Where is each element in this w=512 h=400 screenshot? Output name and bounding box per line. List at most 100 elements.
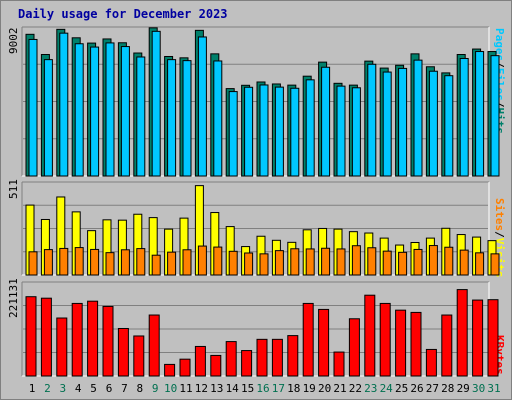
sites-bar	[336, 248, 346, 276]
kbytes-bar	[71, 302, 83, 377]
files-bar	[290, 87, 300, 177]
kbytes-bar	[56, 317, 68, 377]
files-bar	[274, 86, 284, 177]
sites-bar	[90, 248, 100, 276]
kbytes-bar	[410, 311, 422, 377]
files-bar	[475, 51, 485, 177]
day-label: 20	[318, 382, 331, 395]
kbytes-bar	[117, 327, 129, 377]
files-bar	[459, 57, 469, 177]
kbytes-bar	[40, 297, 52, 377]
day-label: 21	[333, 382, 346, 395]
day-label: 28	[441, 382, 454, 395]
files-bar	[444, 75, 454, 177]
day-label: 3	[59, 382, 66, 395]
day-label: 23	[364, 382, 377, 395]
sites-bar	[74, 247, 84, 276]
kbytes-bar	[241, 350, 253, 377]
files-bar	[398, 67, 408, 177]
files-bar	[490, 55, 500, 177]
files-bar	[382, 71, 392, 177]
kbytes-bar	[25, 296, 37, 377]
sites-bar	[213, 246, 223, 276]
sites-bar	[444, 246, 454, 276]
kbytes-bar	[302, 302, 314, 377]
kbytes-bar	[179, 358, 191, 377]
day-label: 22	[349, 382, 362, 395]
files-bar	[244, 86, 254, 177]
sites-bar	[59, 247, 69, 276]
day-label: 29	[457, 382, 470, 395]
day-label: 26	[410, 382, 423, 395]
day-label: 17	[272, 382, 285, 395]
kbytes-bar	[472, 299, 484, 377]
day-label: 13	[210, 382, 223, 395]
files-bar	[213, 60, 223, 177]
day-label: 8	[136, 382, 143, 395]
files-bar	[120, 46, 130, 177]
sites-bar	[475, 252, 485, 276]
day-label: 31	[487, 382, 500, 395]
kbytes-bar	[87, 300, 99, 377]
files-bar	[351, 87, 361, 177]
files-bar	[43, 59, 53, 177]
sites-bar	[274, 250, 284, 276]
sites-bar	[428, 245, 438, 276]
files-bar	[336, 85, 346, 177]
kbytes-bar	[148, 314, 160, 377]
day-label: 11	[179, 382, 192, 395]
files-bar	[428, 70, 438, 177]
sites-bar	[490, 253, 500, 276]
kbytes-bar	[256, 338, 268, 377]
day-label: 7	[121, 382, 128, 395]
files-bar	[90, 46, 100, 177]
files-bar	[28, 38, 38, 177]
day-label: 4	[75, 382, 82, 395]
kbytes-bar	[318, 308, 330, 377]
day-label: 1	[29, 382, 36, 395]
sites-bar	[398, 251, 408, 276]
files-bar	[367, 63, 377, 177]
kbytes-bar	[210, 354, 222, 377]
day-label: 9	[152, 382, 159, 395]
day-label: 14	[226, 382, 240, 395]
kbytes-bar	[425, 348, 437, 377]
sites-bar	[413, 248, 423, 276]
day-label: 2	[44, 382, 51, 395]
sites-bar	[28, 251, 38, 276]
kbytes-bar	[441, 314, 453, 377]
kbytes-bar	[271, 338, 283, 377]
kbytes-bar	[379, 302, 391, 377]
kbytes-bar	[333, 351, 345, 377]
files-bar	[197, 36, 207, 177]
sites-bar	[197, 245, 207, 276]
kbytes-bar	[164, 363, 176, 377]
day-label: 15	[241, 382, 254, 395]
day-label: 18	[287, 382, 300, 395]
kbytes-bar	[287, 335, 299, 377]
day-label: 25	[395, 382, 408, 395]
files-bar	[182, 60, 192, 177]
sites-bar	[136, 248, 146, 276]
sites-bar	[290, 248, 300, 276]
sites-bar	[321, 247, 331, 276]
day-label: 6	[106, 382, 113, 395]
day-label: 12	[195, 382, 208, 395]
day-label: 16	[256, 382, 269, 395]
sites-bar	[182, 249, 192, 276]
kbytes-bar	[364, 294, 376, 377]
files-bar	[167, 59, 177, 177]
day-label: 19	[303, 382, 316, 395]
day-label: 27	[426, 382, 439, 395]
files-bar	[413, 59, 423, 177]
sites-bar	[151, 254, 161, 276]
files-bar	[151, 30, 161, 177]
day-label: 5	[90, 382, 97, 395]
files-bar	[59, 32, 69, 177]
sites-bar	[459, 249, 469, 276]
files-bar	[259, 84, 269, 177]
files-bar	[105, 42, 115, 177]
files-bar	[228, 91, 238, 177]
sites-bar	[105, 252, 115, 276]
sites-bar	[43, 249, 53, 276]
